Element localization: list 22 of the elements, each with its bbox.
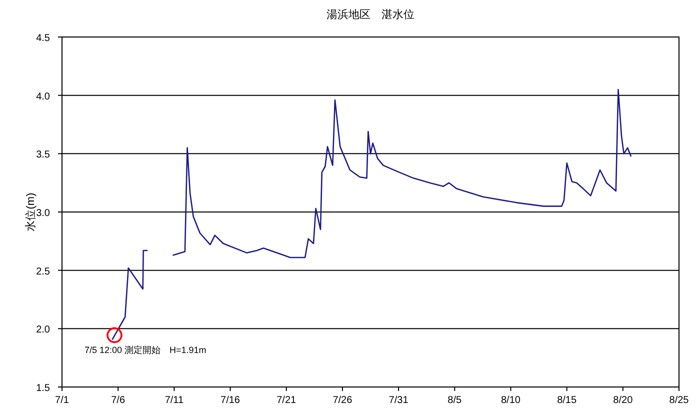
x-tick-label: 7/11 [164, 395, 184, 406]
y-tick-label: 2.0 [36, 324, 50, 336]
y-tick-label: 4.5 [36, 33, 50, 44]
y-tick-label: 3.5 [36, 150, 50, 161]
y-tick-label: 4.0 [36, 91, 50, 102]
x-tick-label: 8/25 [669, 395, 690, 406]
x-tick-label: 7/31 [388, 395, 409, 406]
x-tick-label: 7/21 [276, 395, 297, 406]
y-tick-label: 3.0 [36, 208, 50, 219]
x-tick-label: 7/26 [332, 395, 353, 406]
x-tick-label: 8/15 [557, 395, 577, 406]
x-tick-label: 8/10 [500, 395, 521, 406]
x-tick-label: 7/1 [55, 395, 70, 406]
x-tick-label: 7/6 [111, 395, 126, 406]
x-tick-label: 8/20 [613, 395, 634, 406]
annotation: 7/5 12:00 測定開始 H=1.91m [84, 345, 206, 356]
x-tick-label: 7/16 [220, 395, 240, 406]
y-axis-title: 水位(m) [24, 192, 37, 232]
x-tick-label: 8/5 [448, 395, 462, 406]
y-tick-label: 2.5 [36, 266, 50, 278]
chart-title: 湯浜地区 湛水位 [326, 8, 414, 21]
y-tick-label: 1.5 [36, 383, 50, 394]
